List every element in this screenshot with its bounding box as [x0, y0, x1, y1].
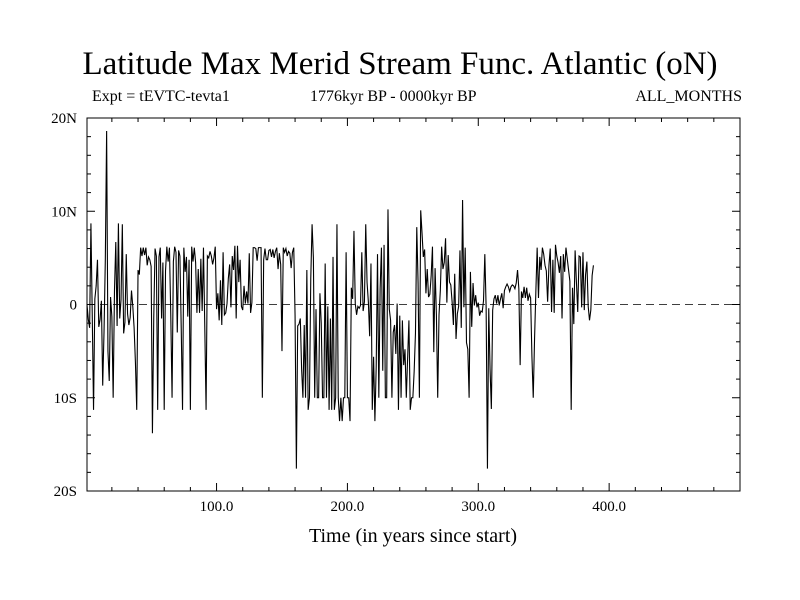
- y-tick-label: 20N: [51, 111, 77, 127]
- data-series-line: [86, 131, 594, 469]
- x-tick-label: 400.0: [592, 499, 626, 515]
- x-tick-label: 200.0: [331, 499, 365, 515]
- time-range-label: 1776kyr BP - 0000kyr BP: [310, 88, 477, 105]
- months-label: ALL_MONTHS: [635, 88, 742, 105]
- chart-title: Latitude Max Merid Stream Func. Atlantic…: [82, 46, 718, 82]
- x-axis-title: Time (in years since start): [309, 525, 517, 547]
- x-tick-label: 100.0: [200, 499, 234, 515]
- x-tick-label: 300.0: [461, 499, 495, 515]
- plot-area: 100.0 200.0 300.0 400.0 20S 10S 0 10N 20N: [51, 111, 741, 515]
- y-tick-label: 20S: [54, 484, 77, 500]
- y-tick-label: 10S: [54, 391, 77, 407]
- y-tick-label: 10N: [51, 204, 77, 220]
- experiment-label: Expt = tEVTC-tevta1: [92, 88, 230, 105]
- y-tick-label: 0: [70, 298, 78, 314]
